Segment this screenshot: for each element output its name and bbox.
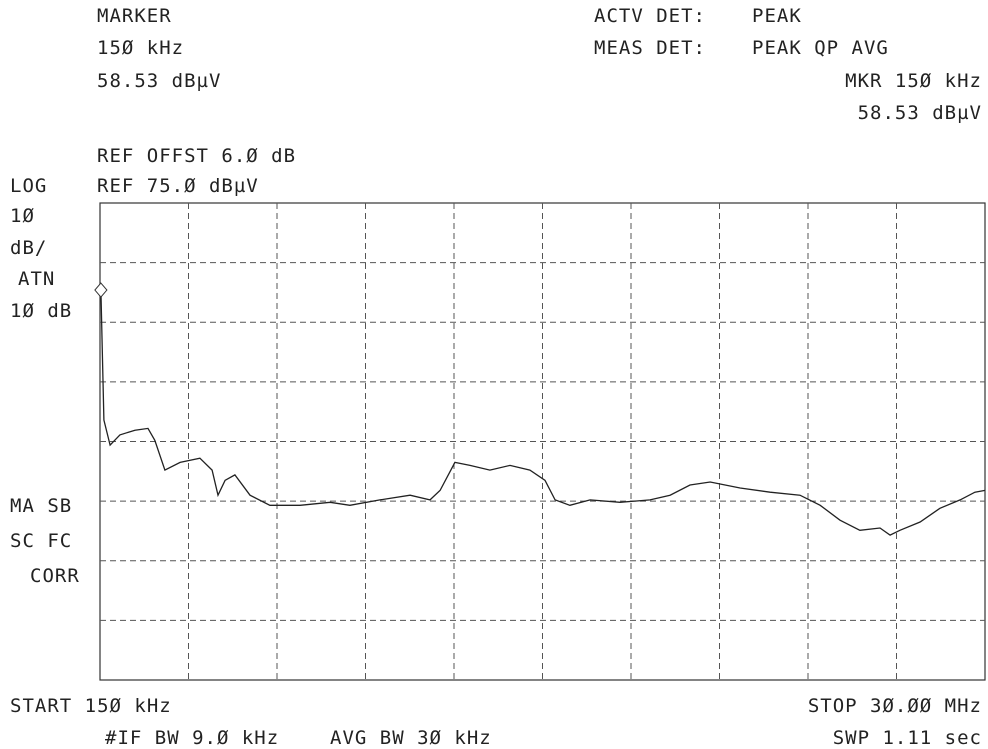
start: START 15Ø kHz	[10, 695, 172, 717]
scale: LOG	[10, 175, 47, 197]
trace	[100, 290, 986, 536]
marker-diamond	[94, 282, 108, 298]
ma-sb: MA SB	[10, 495, 72, 517]
avg-bw: AVG BW 3Ø kHz	[330, 727, 492, 749]
div-value: 1Ø	[10, 205, 35, 227]
marker-level: 58.53 dBµV	[97, 70, 221, 92]
grid	[100, 203, 985, 680]
marker-label: MARKER	[97, 5, 172, 27]
meas-det: PEAK QP AVG	[752, 37, 889, 59]
ref-level: REF 75.Ø dBµV	[97, 175, 259, 197]
actv-det-label: ACTV DET:	[594, 5, 706, 27]
meas-det-label: MEAS DET:	[594, 37, 706, 59]
div-unit: dB/	[10, 237, 47, 259]
if-bw: #IF BW 9.Ø kHz	[105, 727, 279, 749]
corr: CORR	[30, 565, 80, 587]
mkr-freq: MKR 15Ø kHz	[845, 70, 982, 92]
actv-det: PEAK	[752, 5, 802, 27]
atn-label: ATN	[18, 268, 55, 290]
mkr-level: 58.53 dBµV	[858, 102, 982, 124]
ref-offset: REF OFFST 6.Ø dB	[97, 145, 296, 167]
atn: 1Ø dB	[10, 300, 72, 322]
sweep: SWP 1.11 sec	[833, 727, 982, 749]
stop: STOP 3Ø.ØØ MHz	[808, 695, 982, 717]
sc-fc: SC FC	[10, 530, 72, 552]
marker-freq: 15Ø kHz	[97, 37, 184, 59]
